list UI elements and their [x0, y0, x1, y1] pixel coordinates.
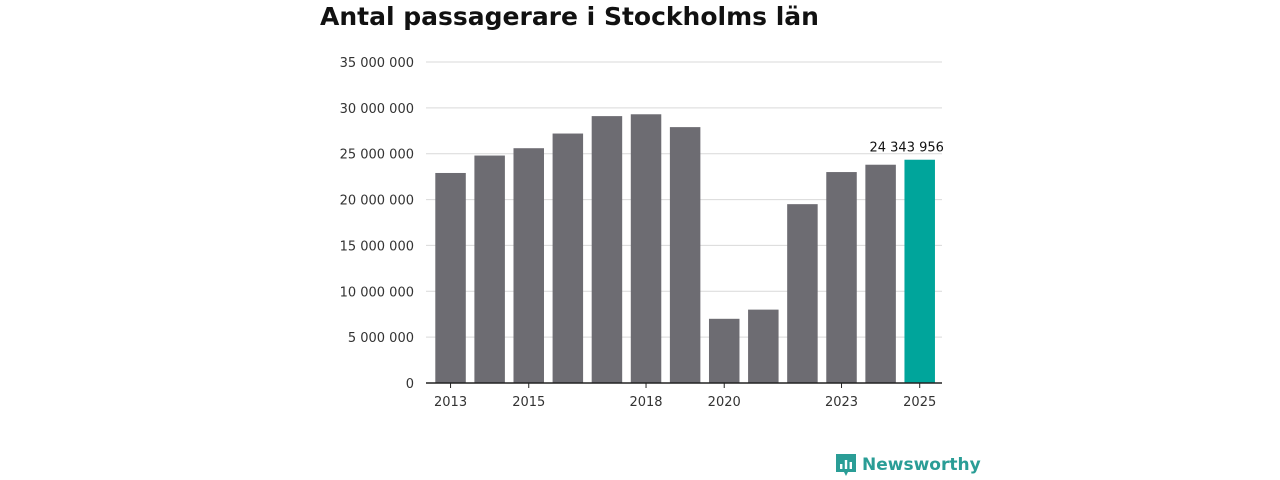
x-tick-label: 2018: [629, 395, 662, 410]
bar-2021: [748, 309, 779, 383]
y-tick-label: 20 000 000: [340, 194, 414, 209]
x-tick-label: 2023: [825, 395, 858, 410]
y-tick-label: 10 000 000: [340, 285, 414, 300]
bar-2023: [826, 172, 857, 383]
bar-2025: [904, 159, 935, 383]
bar-2020: [708, 318, 740, 383]
newsworthy-brand: Newsworthy: [835, 453, 981, 477]
y-tick-label: 35 000 000: [340, 56, 414, 71]
bar-2017: [591, 116, 623, 384]
chart-title: Antal passagerare i Stockholms län: [320, 2, 819, 31]
data-labels: 24 343 956: [869, 141, 943, 156]
bar-2019: [669, 127, 701, 383]
bar-2014: [474, 155, 505, 383]
bar-2015: [513, 148, 544, 383]
bar-2013: [435, 172, 466, 383]
bar-2024: [865, 164, 896, 383]
brand-name: Newsworthy: [862, 455, 981, 475]
bar-2016: [552, 133, 584, 383]
y-tick-label: 30 000 000: [340, 102, 414, 117]
newsworthy-logo-icon: [836, 454, 856, 476]
bar-2018: [630, 114, 662, 383]
y-tick-label: 25 000 000: [340, 148, 414, 163]
data-label: 24 343 956: [869, 141, 943, 156]
y-tick-label: 0: [406, 377, 414, 392]
y-axis-ticks: 0 5 000 000 10 000 000 15 000 000 20 000 000…: [340, 56, 414, 392]
y-tick-label: 5 000 000: [348, 331, 414, 346]
bars: [435, 114, 935, 384]
x-tick-label: 2015: [512, 395, 545, 410]
x-tick-label: 2025: [903, 395, 936, 410]
x-tick-label: 2013: [434, 395, 467, 410]
bar-2022: [787, 204, 818, 383]
x-axis-ticks: 2013 2015 2018 2020 2023 2025: [434, 383, 936, 410]
y-tick-label: 15 000 000: [340, 239, 414, 254]
x-tick-label: 2020: [708, 395, 741, 410]
